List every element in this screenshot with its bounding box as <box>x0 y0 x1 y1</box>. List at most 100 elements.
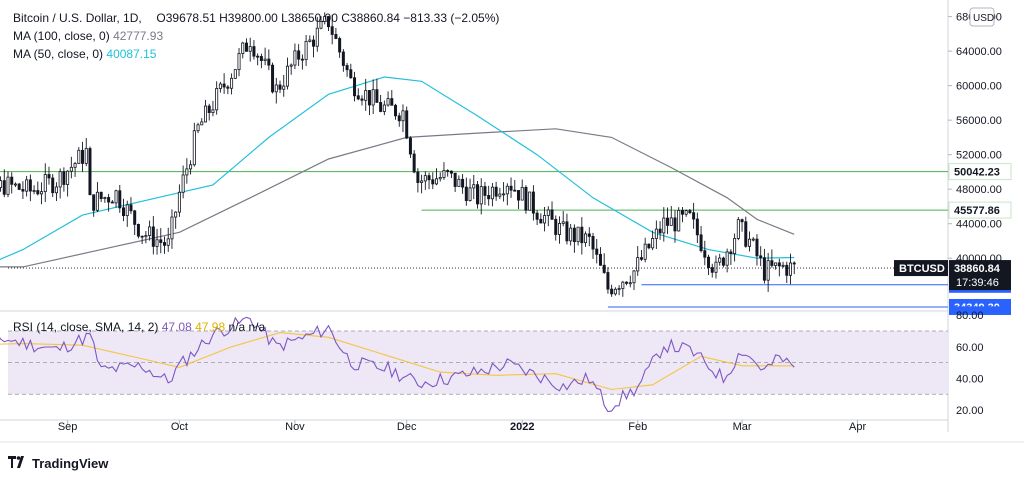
tradingview-logo-text: TradingView <box>32 455 109 471</box>
price-tick-label: 64000.00 <box>956 46 1002 58</box>
candle-body <box>420 180 424 183</box>
candle-body <box>189 164 193 170</box>
time-tick-label: Sep <box>58 421 78 433</box>
candle-body <box>502 193 506 196</box>
legend-symbol: Bitcoin / U.S. Dollar, 1D, <box>13 11 142 25</box>
time-tick-label: Mar <box>733 421 752 433</box>
candle-body <box>774 262 778 266</box>
candle-body <box>531 191 535 214</box>
candle-body <box>572 227 576 243</box>
candle-body <box>606 272 610 290</box>
candle-body <box>338 38 342 53</box>
candle-body <box>643 243 647 260</box>
candle-body <box>263 58 267 61</box>
candle-body <box>367 90 371 106</box>
candle-body <box>47 174 51 179</box>
candle-body <box>695 218 699 236</box>
candle-body <box>375 89 379 103</box>
level-tag-bg <box>948 163 1012 181</box>
candle-body <box>289 64 293 67</box>
candle-body <box>28 179 32 192</box>
candle-body <box>580 226 584 244</box>
candle-body <box>662 217 666 234</box>
candle-body <box>718 257 722 263</box>
candle-body <box>408 137 412 155</box>
candle-body <box>688 210 692 214</box>
candle-body <box>733 238 737 254</box>
candle-body <box>181 174 185 193</box>
candle-body <box>654 228 658 239</box>
candle-body <box>151 226 155 247</box>
ma50-line <box>0 76 795 261</box>
currency-button-label: USD <box>973 13 994 24</box>
candle-body <box>133 210 137 225</box>
time-tick-label: Feb <box>628 421 647 433</box>
candle-body <box>274 84 278 93</box>
candle-body <box>721 257 725 266</box>
candle-body <box>353 77 357 97</box>
candle-body <box>226 86 230 89</box>
candle-body <box>300 58 304 61</box>
candle-body <box>84 148 88 164</box>
candle-body <box>66 170 70 185</box>
candle-body <box>587 233 591 237</box>
candle-body <box>632 270 636 284</box>
candle-body <box>32 190 36 192</box>
price-tick-label: 56000.00 <box>956 115 1002 127</box>
legend-rsi-na: n/a n/a <box>228 320 266 334</box>
candle-body <box>759 255 763 259</box>
candle-body <box>282 85 286 90</box>
time-tick-label: Oct <box>171 421 188 433</box>
candle-body <box>51 177 55 194</box>
symbol-tag-label: BTCUSD <box>899 263 945 275</box>
candle-body <box>714 261 718 273</box>
candle-body <box>248 46 252 52</box>
candle-body <box>576 226 580 243</box>
price-tick-label: 52000.00 <box>956 150 1002 162</box>
candle-body <box>692 212 696 220</box>
candle-body <box>736 219 740 239</box>
candle-body <box>639 257 643 260</box>
candle-body <box>751 238 755 241</box>
candle-body <box>479 186 483 205</box>
legend-ma100-label: MA (100, close, 0) <box>13 29 110 43</box>
candle-body <box>669 217 673 226</box>
candle-body <box>487 195 491 200</box>
candle-body <box>625 281 629 284</box>
candle-body <box>323 16 327 22</box>
price-tick-label: 48000.00 <box>956 184 1002 196</box>
candle-body <box>382 104 386 112</box>
candle-body <box>297 50 301 60</box>
candle-body <box>546 209 550 216</box>
candle-body <box>457 178 461 187</box>
candle-body <box>423 175 427 182</box>
rsi-tick-label: 20.00 <box>956 405 984 417</box>
candle-body <box>397 115 401 122</box>
candle-body <box>256 55 260 58</box>
candle-body <box>330 26 334 35</box>
candle-body <box>725 251 729 266</box>
candle-body <box>666 217 670 226</box>
candle-body <box>680 209 684 215</box>
candle-body <box>748 238 752 247</box>
candle-body <box>789 262 793 276</box>
candle-body <box>684 210 688 215</box>
candle-body <box>345 65 349 71</box>
candle-body <box>453 172 457 187</box>
candle-body <box>740 219 744 223</box>
candle-body <box>595 248 599 255</box>
level-tag-bg <box>948 201 1012 219</box>
candle-body <box>472 184 476 189</box>
candle-body <box>528 191 532 211</box>
candle-body <box>505 185 509 195</box>
candle-body <box>621 281 625 289</box>
candle-body <box>729 251 733 254</box>
candle-body <box>475 184 479 205</box>
candle-body <box>40 191 44 195</box>
candle-body <box>69 166 73 172</box>
candle-body <box>598 253 602 266</box>
candle-body <box>535 212 539 220</box>
candle-body <box>777 262 781 267</box>
candle-body <box>371 89 375 106</box>
rsi-tick-label: 60.00 <box>956 342 984 354</box>
